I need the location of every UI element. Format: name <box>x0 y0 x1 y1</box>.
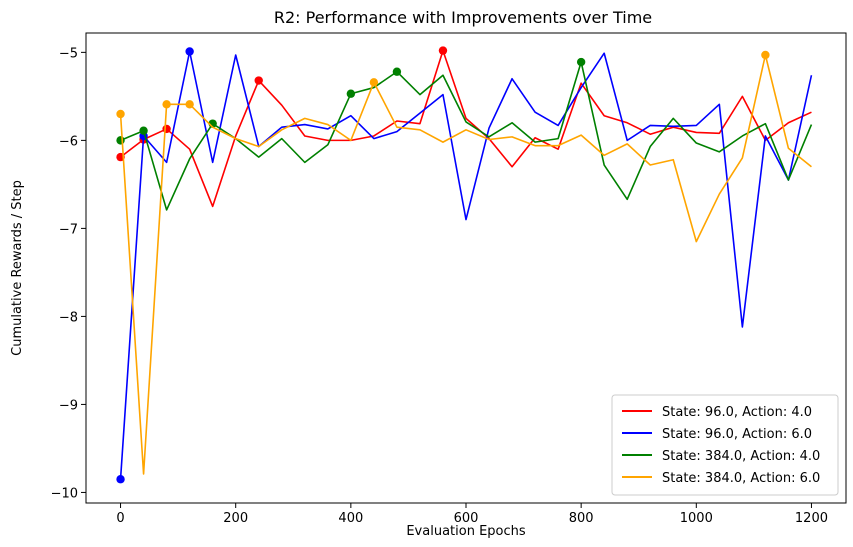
chart-title: R2: Performance with Improvements over T… <box>274 8 652 27</box>
x-tick-label: 200 <box>223 511 248 526</box>
x-axis-label: Evaluation Epochs <box>406 524 526 539</box>
series-1-point <box>254 76 263 85</box>
series-4-point <box>162 100 171 109</box>
y-tick-label: −9 <box>59 398 78 413</box>
x-tick-label: 800 <box>569 511 594 526</box>
x-tick-label: 400 <box>338 511 363 526</box>
series-1-point <box>438 46 448 55</box>
legend: State: 96.0, Action: 4.0 State: 96.0, Act… <box>611 394 839 496</box>
y-tick-label: −10 <box>51 486 78 501</box>
y-tick-label: −5 <box>59 46 78 61</box>
series-3-point <box>392 67 402 76</box>
y-tick-label: −8 <box>59 310 78 325</box>
legend-box <box>611 394 839 496</box>
series-4-point <box>761 50 770 60</box>
series-line-1 <box>120 49 812 208</box>
series-4-point <box>369 78 379 87</box>
y-tick-label: −7 <box>59 222 78 237</box>
series-4-point <box>185 100 194 109</box>
x-tick-label: 1000 <box>680 511 713 526</box>
legend-label: State: 96.0, Action: 4.0 <box>662 405 812 420</box>
series-layer <box>116 46 813 484</box>
legend-label: State: 96.0, Action: 6.0 <box>662 427 812 442</box>
series-3-point <box>576 57 586 67</box>
series-1-point <box>162 124 171 134</box>
y-axis-label: Cumulative Rewards / Step <box>10 180 25 356</box>
series-3-point <box>116 136 125 145</box>
series-4-point <box>116 109 125 119</box>
series-3-point <box>346 89 356 98</box>
y-axis-ticks: −10 −9 −8 −7 −6 −5 <box>51 46 86 501</box>
legend-label: State: 384.0, Action: 6.0 <box>662 471 820 486</box>
legend-label: State: 384.0, Action: 4.0 <box>662 449 820 464</box>
x-axis-ticks: 0 200 400 600 800 1000 1200 <box>116 503 828 526</box>
y-tick-label: −6 <box>59 134 78 149</box>
x-tick-label: 600 <box>454 511 479 526</box>
x-tick-label: 0 <box>116 511 124 526</box>
series-2-point <box>116 475 125 484</box>
x-tick-label: 1200 <box>795 511 828 526</box>
legend-items: State: 96.0, Action: 4.0 State: 96.0, Act… <box>622 405 820 486</box>
series-line-4 <box>119 54 812 475</box>
series-2-point <box>185 47 194 56</box>
series-3-point <box>139 126 148 135</box>
series-line-2 <box>119 50 813 480</box>
